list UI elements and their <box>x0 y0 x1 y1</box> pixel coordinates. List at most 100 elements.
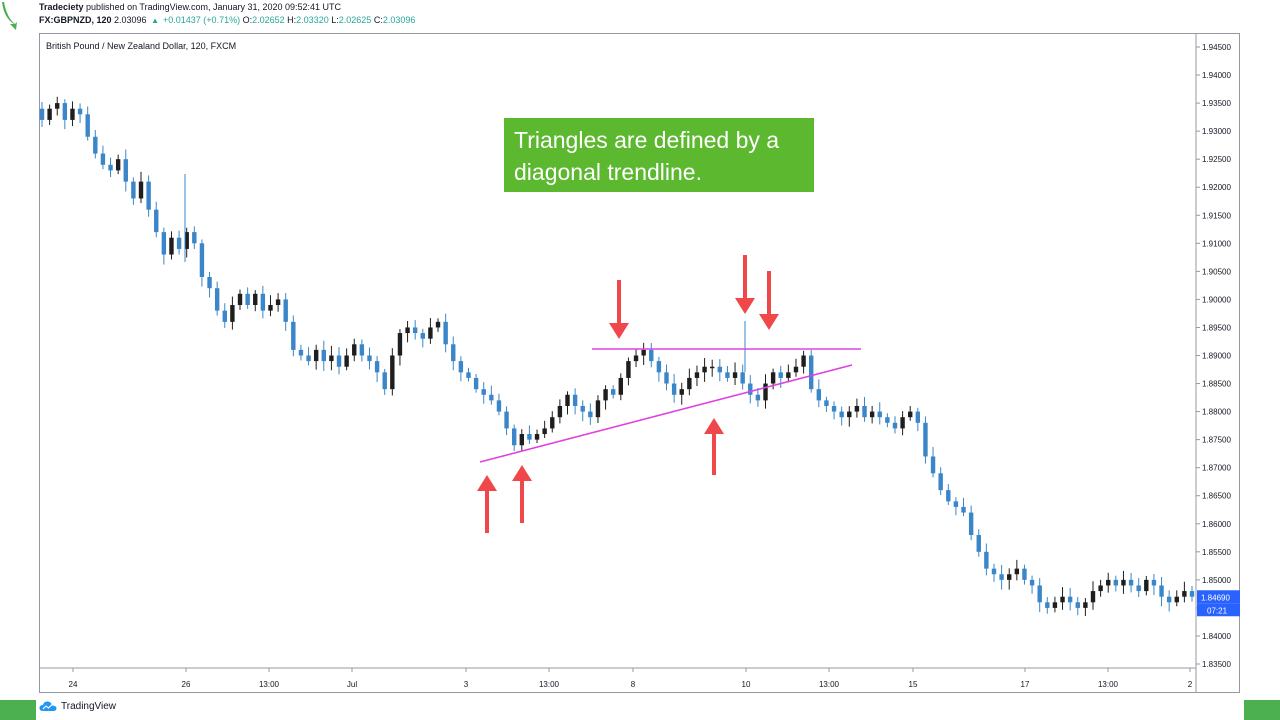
candle-body <box>565 394 570 406</box>
current-price-badge <box>1197 590 1240 604</box>
candle-body <box>359 344 365 356</box>
candle-body <box>253 293 258 306</box>
down-arrow-icon <box>735 255 755 314</box>
candle-body <box>991 568 997 575</box>
candle-body <box>283 299 288 322</box>
candle-body <box>344 355 349 367</box>
candle-body <box>275 299 281 306</box>
candle-body <box>626 361 631 378</box>
candle-body <box>214 288 220 311</box>
candle-body <box>184 232 189 249</box>
candle-body <box>847 411 852 418</box>
candle-body <box>39 108 45 120</box>
y-tick-label: 1.93500 <box>1202 99 1231 108</box>
candle-body <box>824 400 829 406</box>
candle-body <box>550 417 555 429</box>
y-tick-label: 1.91500 <box>1202 211 1231 220</box>
candle-body <box>489 394 494 401</box>
candle-body <box>656 361 662 373</box>
y-tick-label: 1.92000 <box>1202 183 1231 192</box>
x-tick-label: 13:00 <box>539 680 560 689</box>
candle-body <box>984 551 989 569</box>
y-tick-label: 1.85500 <box>1202 548 1231 557</box>
candle-body <box>443 321 448 345</box>
x-tick-label: 26 <box>182 680 191 689</box>
candle-body <box>1090 591 1096 603</box>
y-tick-label: 1.94500 <box>1202 43 1231 52</box>
candle-body <box>580 405 585 412</box>
candle-body <box>595 400 601 418</box>
y-tick-label: 1.90000 <box>1202 295 1231 304</box>
y-tick-label: 1.87000 <box>1202 464 1231 473</box>
candle-body <box>306 355 311 362</box>
candle-body <box>953 501 959 507</box>
candle-body <box>854 405 860 412</box>
open-label: O: <box>242 15 253 25</box>
symbol-label: FX:GBPNZD, 120 <box>39 15 112 25</box>
candle-body <box>374 361 380 373</box>
up-arrow-icon <box>477 475 497 533</box>
up-arrow-icon <box>704 418 724 475</box>
candle-body <box>527 434 532 440</box>
candles-layer <box>39 96 1195 617</box>
candle-body <box>245 293 250 306</box>
candle-body <box>1060 596 1065 603</box>
candle-body <box>923 422 928 457</box>
candle-body <box>664 372 669 384</box>
candle-body <box>618 377 624 395</box>
candle-body <box>504 411 509 429</box>
candle-body <box>1014 568 1020 575</box>
y-tick-label: 1.88500 <box>1202 380 1231 389</box>
candle-body <box>557 405 563 418</box>
candle-body <box>839 411 844 418</box>
published-text: published on TradingView.com, January 31… <box>86 2 342 12</box>
candle-body <box>1052 602 1058 608</box>
candle-body <box>519 434 525 446</box>
candle-body <box>793 366 799 373</box>
candle-body <box>496 400 502 412</box>
candle-body <box>999 574 1004 580</box>
candle-body <box>222 310 227 322</box>
candle-body <box>1083 602 1088 608</box>
y-tick-label: 1.86500 <box>1202 492 1231 501</box>
candle-body <box>1037 585 1042 603</box>
candle-body <box>915 411 921 423</box>
candle-body <box>1098 585 1103 592</box>
candle-body <box>633 355 639 362</box>
candle-body <box>588 411 593 418</box>
y-tick-label: 1.91000 <box>1202 239 1231 248</box>
candle-body <box>694 372 700 378</box>
candle-body <box>321 349 326 362</box>
candle-body <box>732 372 738 378</box>
candle-body <box>748 383 753 395</box>
candle-body <box>709 366 715 369</box>
y-tick-label: 1.88000 <box>1202 408 1231 417</box>
candle-body <box>770 372 776 384</box>
candle-body <box>641 349 646 356</box>
candle-body <box>679 389 684 395</box>
candle-body <box>85 114 90 137</box>
candle-body <box>1159 585 1164 597</box>
candle-body <box>420 333 425 339</box>
candle-body <box>1182 591 1187 597</box>
down-arrow-icon <box>609 280 629 339</box>
candle-body <box>382 372 387 390</box>
candle-body <box>603 389 608 401</box>
candle-body <box>473 377 479 390</box>
candle-body <box>329 355 334 362</box>
candle-body <box>1189 591 1195 597</box>
footer-brand[interactable]: TradingView <box>39 700 116 712</box>
candle-body <box>930 456 936 474</box>
candle-body <box>207 276 212 289</box>
candle-body <box>877 411 882 418</box>
close-value: 2.03096 <box>382 15 416 25</box>
candle-body <box>534 434 540 440</box>
countdown-badge <box>1197 603 1240 617</box>
candle-body <box>93 136 98 154</box>
candle-body <box>131 181 136 199</box>
arrows-layer <box>477 255 779 533</box>
down-arrow-icon <box>759 271 779 330</box>
candle-body <box>831 405 837 412</box>
quote-line: FX:GBPNZD, 120 2.03096 ▲ +0.01437 (+0.71%… <box>39 15 415 25</box>
